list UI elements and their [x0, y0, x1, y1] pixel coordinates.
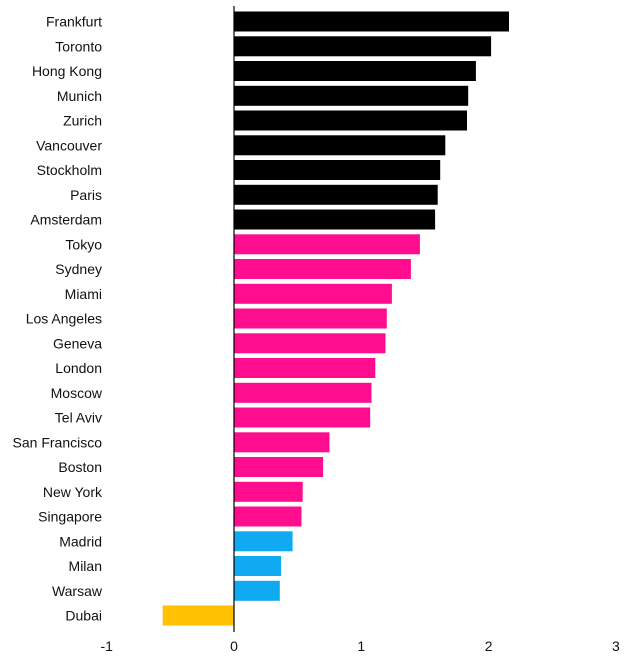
bar-warsaw: [234, 580, 280, 601]
category-label: Tokyo: [65, 236, 102, 252]
category-label: Tel Aviv: [55, 410, 102, 426]
x-axis-ticks: -1 0 1 2 3: [100, 638, 620, 654]
bar-munich: [234, 85, 469, 106]
bar-zurich: [234, 110, 467, 131]
bar-new-york: [234, 481, 303, 502]
bar-hong-kong: [234, 61, 476, 81]
bar-toronto: [234, 36, 492, 57]
category-label: Warsaw: [52, 583, 103, 599]
x-tick-label: 1: [357, 638, 365, 654]
category-label: San Francisco: [13, 434, 103, 450]
x-tick-label: 0: [230, 638, 238, 654]
x-tick-label: 3: [612, 638, 620, 654]
bar-moscow: [234, 382, 372, 403]
bar-amsterdam: [234, 209, 436, 230]
category-label: Stockholm: [37, 162, 102, 178]
bar-milan: [234, 556, 282, 576]
category-label: Los Angeles: [26, 311, 102, 327]
category-label: Amsterdam: [30, 212, 102, 228]
category-labels: Frankfurt Toronto Hong Kong Munich Zurich Van…: [13, 14, 103, 624]
category-label: Singapore: [38, 509, 102, 525]
bar-singapore: [234, 506, 302, 527]
x-tick-label: -1: [100, 638, 113, 654]
category-label: New York: [43, 484, 103, 500]
bars-group: [162, 11, 509, 626]
category-label: Geneva: [53, 335, 102, 351]
category-label: Milan: [69, 558, 102, 574]
category-label: Toronto: [55, 38, 102, 54]
bar-vancouver: [234, 135, 446, 156]
category-label: London: [55, 360, 102, 376]
bar-sydney: [234, 259, 411, 279]
bar-madrid: [234, 531, 293, 552]
bar-miami: [234, 283, 392, 304]
bar-frankfurt: [234, 11, 509, 32]
bar-tokyo: [234, 234, 420, 255]
category-label: Boston: [58, 459, 102, 475]
bar-san-francisco: [234, 432, 330, 453]
category-label: Zurich: [63, 113, 102, 129]
bar-paris: [234, 184, 438, 205]
bar-los-angeles: [234, 308, 387, 329]
category-label: Frankfurt: [46, 14, 102, 30]
category-label: Moscow: [51, 385, 103, 401]
x-tick-label: 2: [485, 638, 493, 654]
category-label: Madrid: [59, 533, 102, 549]
category-label: Vancouver: [36, 137, 102, 153]
category-label: Munich: [57, 88, 102, 104]
category-label: Paris: [70, 187, 102, 203]
bar-stockholm: [234, 160, 441, 180]
category-label: Dubai: [65, 608, 102, 624]
bar-tel-aviv: [234, 407, 371, 428]
category-label: Hong Kong: [32, 63, 102, 79]
category-label: Miami: [65, 286, 102, 302]
bar-geneva: [234, 333, 386, 354]
bar-dubai: [162, 605, 234, 626]
bar-boston: [234, 457, 324, 477]
category-label: Sydney: [55, 261, 102, 277]
bar-london: [234, 358, 376, 378]
